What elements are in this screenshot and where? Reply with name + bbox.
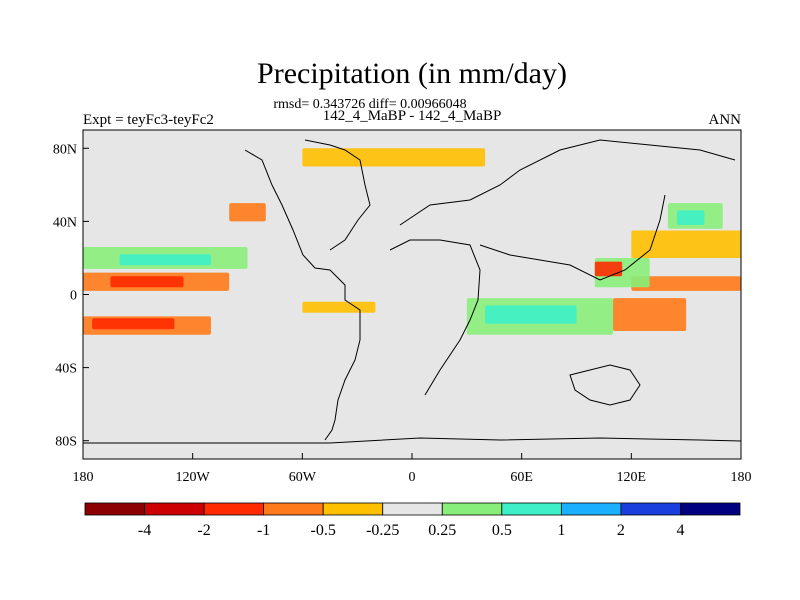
colorbar: -4 -2 -1 -0.5 -0.25 0.25 0.5 1 2 4 xyxy=(84,502,741,539)
colorbar-label-1: -2 xyxy=(197,522,210,539)
y-tick-label-1: 40N xyxy=(53,215,77,230)
coastline-americas xyxy=(244,149,361,441)
colorbar-label-4: -0.25 xyxy=(366,522,399,539)
colorbar-label-7: 1 xyxy=(557,522,565,539)
experiment-label: Expt = teyFc3-teyFc2 xyxy=(83,112,214,128)
coastline-australia xyxy=(569,364,641,406)
anomaly-region-19 xyxy=(448,203,559,258)
y-tick-label-2: 0 xyxy=(70,289,77,304)
x-axis-ticks: 180 120W 60W 0 60E 120E 180 xyxy=(73,453,752,485)
anomaly-region-4 xyxy=(119,254,211,266)
colorbar-swatch-9 xyxy=(620,502,681,516)
x-tick-label-0: 180 xyxy=(73,470,94,485)
anomaly-cells xyxy=(83,148,741,350)
anomaly-region-7 xyxy=(83,338,193,350)
colorbar-swatch-2 xyxy=(203,502,265,516)
anomaly-region-17 xyxy=(229,203,266,222)
colorbar-swatch-8 xyxy=(560,502,622,516)
anomaly-region-8 xyxy=(302,301,376,313)
season-label: ANN xyxy=(709,112,742,128)
x-tick-label-6: 180 xyxy=(731,470,752,485)
anomaly-region-2 xyxy=(110,276,184,288)
anomaly-region-21 xyxy=(302,148,486,167)
coastline-asia-south xyxy=(479,194,666,281)
y-tick-label-4: 80S xyxy=(55,435,77,450)
anomaly-region-12 xyxy=(613,298,687,332)
coastline-north-america-east xyxy=(304,139,371,251)
map-background xyxy=(83,130,741,459)
y-axis-ticks: 80N 40N 0 40S 80S xyxy=(53,142,89,450)
anomaly-region-16 xyxy=(677,210,705,226)
colorbar-swatch-0 xyxy=(84,502,145,516)
colorbar-label-3: -0.5 xyxy=(311,522,336,539)
colorbar-label-0: -4 xyxy=(138,522,151,539)
coastline-africa xyxy=(389,239,481,396)
colorbar-label-9: 4 xyxy=(676,522,684,539)
y-tick-label-0: 80N xyxy=(53,142,77,157)
anomaly-region-20 xyxy=(631,230,741,258)
anomaly-region-6 xyxy=(92,318,175,330)
colorbar-swatch-3 xyxy=(263,502,324,516)
map-panel: 180 120W 60W 0 60E 120E 180 80N 40N 0 40S 80S xyxy=(53,129,752,485)
colorbar-label-5: 0.25 xyxy=(428,522,456,539)
coastline-antarctica xyxy=(83,437,742,444)
colorbar-swatch-5 xyxy=(382,502,443,516)
colorbar-swatch-1 xyxy=(144,502,205,516)
colorbar-swatch-4 xyxy=(322,502,384,516)
x-tick-label-3: 0 xyxy=(409,470,416,485)
colorbar-swatch-10 xyxy=(680,502,741,516)
colorbar-swatch-7 xyxy=(501,502,562,516)
anomaly-region-10 xyxy=(485,305,577,324)
chart-title: Precipitation (in mm/day) xyxy=(257,57,567,90)
anomaly-region-14 xyxy=(594,261,623,277)
x-tick-label-4: 60E xyxy=(510,470,533,485)
colorbar-label-2: -1 xyxy=(257,522,270,539)
colorbar-label-8: 2 xyxy=(617,522,625,539)
coastline-eurasia xyxy=(399,139,736,226)
colorbar-label-6: 0.5 xyxy=(492,522,512,539)
colorbar-swatch-6 xyxy=(441,502,503,516)
stats-line: rmsd= 0.343726 diff= 0.00966048 xyxy=(273,97,466,112)
x-tick-label-5: 120E xyxy=(617,470,647,485)
anomaly-region-11 xyxy=(631,276,741,291)
anomaly-region-18 xyxy=(302,184,412,222)
coastlines xyxy=(83,139,742,444)
x-tick-label-1: 120W xyxy=(176,470,211,485)
plot-subtitle: 142_4_MaBP - 142_4_MaBP xyxy=(323,108,502,124)
y-tick-label-3: 40S xyxy=(55,362,77,377)
x-tick-label-2: 60W xyxy=(289,470,317,485)
